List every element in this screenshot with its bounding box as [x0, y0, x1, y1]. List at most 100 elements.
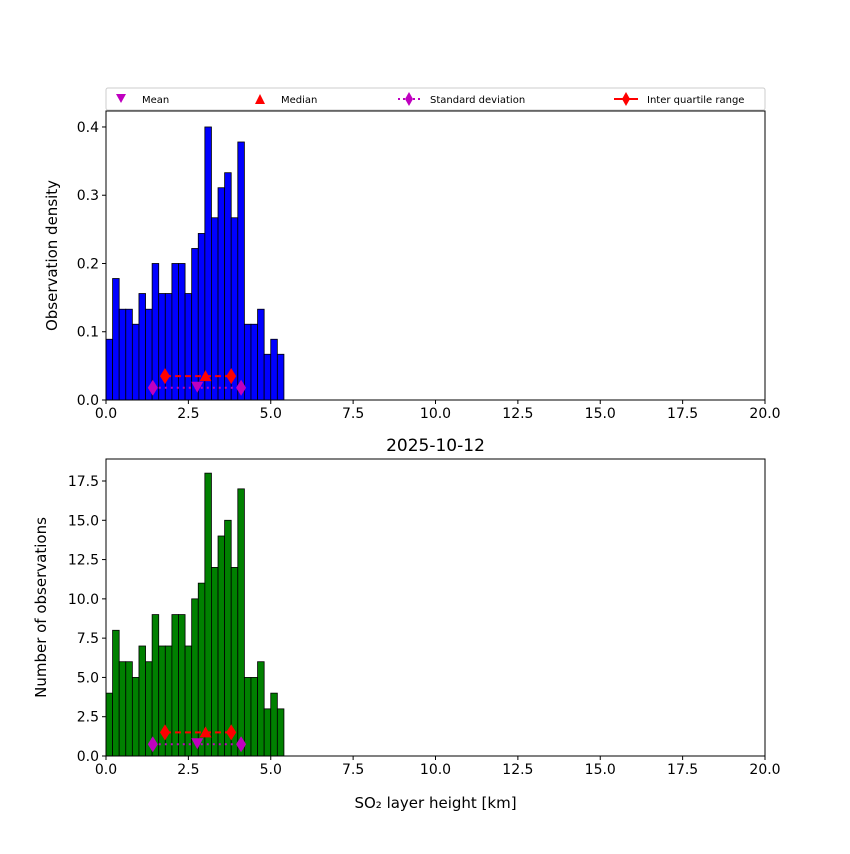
histogram-bar: [171, 263, 179, 401]
legend-std-label: Standard deviation: [430, 95, 525, 106]
histogram-bar: [276, 353, 285, 401]
histogram-bar: [211, 217, 219, 401]
histogram-bar: [270, 692, 278, 757]
x-tick-label: 12.5: [502, 762, 533, 778]
histogram-bar: [263, 353, 272, 401]
y-tick-label: 10.0: [68, 592, 99, 608]
legend-median-label: Median: [281, 95, 317, 106]
histogram-bar: [151, 614, 160, 757]
std-low-marker: [147, 379, 158, 396]
histogram-bar: [257, 308, 265, 401]
histogram-bar: [184, 293, 193, 401]
x-tick-label: 17.5: [667, 762, 698, 778]
histogram-bar: [217, 187, 226, 401]
histogram-bar: [118, 661, 127, 757]
y-tick-label: 7.5: [77, 631, 99, 647]
x-tick-label: 10.0: [420, 762, 451, 778]
legend-mean-marker: [116, 94, 126, 103]
histogram-bar: [204, 126, 212, 401]
y-tick-label: 0.0: [77, 749, 99, 765]
histogram-bar: [112, 629, 120, 757]
x-tick-label: 5.0: [260, 762, 282, 778]
histogram-bar: [224, 172, 232, 401]
x-tick-label: 5.0: [260, 406, 282, 422]
y-tick-label: 0.3: [77, 188, 99, 204]
histogram-bar: [178, 614, 186, 757]
histogram-bar: [270, 338, 278, 401]
histogram-bar: [112, 278, 120, 401]
histogram-bar: [250, 677, 258, 757]
x-tick-label: 17.5: [667, 406, 698, 422]
y-tick-label: 0.1: [77, 325, 99, 341]
y-tick-label: 0.4: [77, 120, 99, 136]
histogram-bar: [105, 338, 113, 401]
histogram-bar: [217, 535, 226, 757]
x-tick-label: 2.5: [177, 762, 199, 778]
legend-iqr-label: Inter quartile range: [647, 95, 744, 106]
median-marker: [199, 726, 212, 738]
count-axes: 0.0 2.5 5.0 7.5 10.0 12.5 15.0 17.5 20.0 0.0 2.5 5.…: [32, 436, 781, 812]
x-tick-label: 0.0: [95, 762, 117, 778]
x-tick-label: 0.0: [95, 406, 117, 422]
iqr-low-marker: [159, 724, 170, 741]
histogram-bar: [171, 614, 179, 757]
y-tick-label: 12.5: [68, 553, 99, 569]
histogram-bar: [184, 645, 193, 757]
iqr-high-marker: [226, 724, 237, 741]
histogram-bar: [158, 293, 166, 401]
histogram-bar: [191, 248, 199, 401]
y-tick-label: 0.2: [77, 256, 99, 272]
histogram-bar: [158, 645, 166, 757]
legend: Mean Median Standard deviation Inter qua…: [105, 87, 766, 111]
histogram-bar: [138, 645, 146, 757]
histogram-bar: [237, 141, 245, 401]
histogram-bar: [138, 293, 146, 401]
histogram-bar: [131, 323, 140, 401]
histogram-bar: [151, 263, 160, 401]
y-tick-label: 15.0: [68, 513, 99, 529]
legend-mean-label: Mean: [142, 95, 169, 106]
x-tick-label: 10.0: [420, 406, 451, 422]
x-tick-label: 7.5: [342, 406, 364, 422]
chart-title: 2025-10-12: [386, 436, 485, 456]
mean-marker: [191, 381, 204, 393]
histogram-bar: [257, 661, 265, 757]
histogram-bar: [211, 567, 219, 757]
legend-std-marker: [405, 92, 413, 106]
density-axes: 0.0 2.5 5.0 7.5 10.0 12.5 15.0 17.5 20.0 0.0 0.1 0.…: [43, 110, 781, 422]
histogram-bar: [125, 661, 133, 757]
y-tick-label: 5.0: [77, 670, 99, 686]
histogram-bar: [263, 708, 272, 757]
y-axis-label: Number of observations: [32, 517, 50, 698]
y-tick-label: 17.5: [68, 474, 99, 490]
median-marker: [199, 370, 212, 382]
x-tick-label: 7.5: [342, 762, 364, 778]
legend-iqr-marker: [622, 92, 630, 106]
histogram-bar: [164, 645, 173, 757]
histogram-bar: [125, 308, 133, 401]
x-tick-label: 15.0: [585, 406, 616, 422]
iqr-low-marker: [159, 368, 170, 385]
histogram-bar: [131, 677, 140, 757]
x-tick-label: 12.5: [502, 406, 533, 422]
mean-marker: [191, 738, 204, 750]
std-low-marker: [147, 736, 158, 753]
x-axis-label: SO₂ layer height [km]: [354, 794, 516, 812]
y-axis-label: Observation density: [43, 180, 61, 331]
x-tick-label: 20.0: [749, 762, 780, 778]
histogram-bar: [164, 293, 173, 401]
histogram-bar: [276, 708, 285, 757]
histogram-bar: [178, 263, 186, 401]
iqr-high-marker: [226, 368, 237, 385]
std-high-marker: [236, 736, 247, 753]
y-tick-label: 2.5: [77, 710, 99, 726]
y-tick-label: 0.0: [77, 393, 99, 409]
histogram-bar: [105, 692, 113, 757]
x-tick-label: 20.0: [749, 406, 780, 422]
std-high-marker: [236, 379, 247, 396]
histogram-bar: [224, 519, 232, 757]
histogram-bar: [204, 472, 212, 757]
histogram-bar: [118, 308, 127, 401]
x-tick-label: 2.5: [177, 406, 199, 422]
